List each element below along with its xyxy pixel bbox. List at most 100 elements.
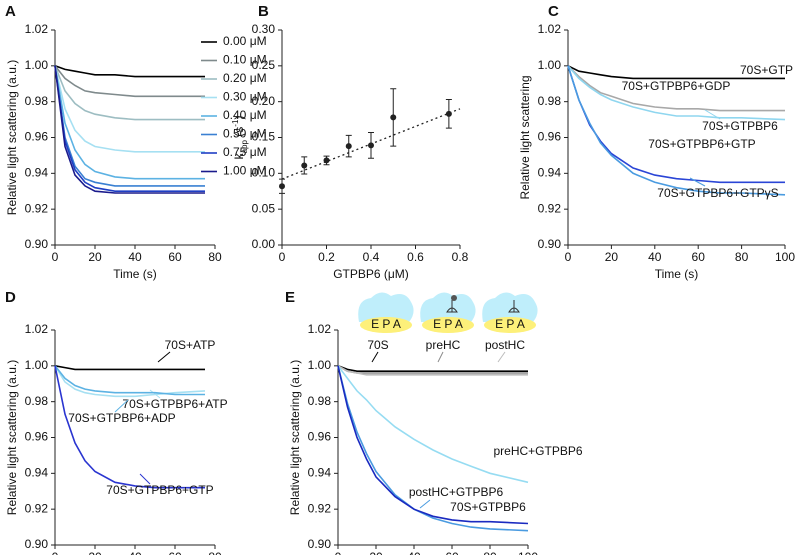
y-tick-label: 0.90 bbox=[308, 537, 332, 551]
site-labels: E P A bbox=[371, 317, 401, 331]
y-tick-label: 0.92 bbox=[25, 501, 49, 515]
y-tick-label: 0.92 bbox=[25, 201, 49, 215]
x-tick-label: 20 bbox=[605, 250, 619, 264]
curve bbox=[54, 365, 206, 398]
y-tick-label: 1.02 bbox=[308, 322, 332, 336]
y-tick-label: 0.98 bbox=[25, 94, 49, 108]
series-label: 70S+GTPBP6+ATP bbox=[122, 397, 227, 411]
y-tick-label: 1.00 bbox=[538, 58, 562, 72]
legend-label: 0.50 μM bbox=[223, 127, 267, 141]
y-axis-label-part: ) bbox=[232, 116, 246, 120]
series-label: preHC+GTPBP6 bbox=[493, 444, 582, 458]
y-tick-label: 0.94 bbox=[538, 166, 562, 180]
panel-label: C bbox=[548, 3, 559, 20]
series-label: 70S+GTPBP6+GTP bbox=[106, 483, 213, 497]
x-tick-label: 0 bbox=[52, 250, 59, 264]
leader-line bbox=[437, 351, 444, 363]
legend-label: 0.00 μM bbox=[223, 34, 267, 48]
series-label: 70S bbox=[367, 338, 388, 352]
x-tick-label: 0.8 bbox=[452, 250, 469, 264]
y-axis-label-part: app bbox=[240, 140, 249, 154]
curve bbox=[337, 365, 528, 376]
y-axis-label: kapp (s-1) bbox=[231, 116, 249, 160]
y-tick-label: 0.94 bbox=[25, 166, 49, 180]
x-tick-label: 0 bbox=[335, 550, 342, 555]
curve bbox=[567, 65, 786, 196]
legend-label: 0.10 μM bbox=[223, 53, 267, 67]
y-axis-label-part: -1 bbox=[231, 119, 240, 127]
x-tick-label: 0.4 bbox=[363, 250, 380, 264]
y-tick-label: 0.05 bbox=[252, 201, 276, 215]
y-tick-label: 0.98 bbox=[538, 94, 562, 108]
point bbox=[390, 114, 397, 121]
x-axis-label: GTPBP6 (μM) bbox=[333, 267, 409, 281]
y-tick-label: 0.96 bbox=[538, 130, 562, 144]
ribosome-icon bbox=[358, 292, 414, 322]
leader-line bbox=[689, 177, 706, 187]
x-axis-label: Time (s) bbox=[113, 267, 157, 281]
x-tick-label: 60 bbox=[168, 550, 182, 555]
curve bbox=[54, 65, 205, 192]
leader-line bbox=[139, 473, 151, 485]
y-tick-label: 0.94 bbox=[25, 466, 49, 480]
curve bbox=[54, 65, 205, 153]
series-label: 70S+GTPBP6+ADP bbox=[68, 411, 175, 425]
mrna-icon bbox=[484, 317, 536, 333]
x-tick-label: 80 bbox=[483, 550, 497, 555]
x-tick-label: 60 bbox=[692, 250, 706, 264]
x-tick-label: 80 bbox=[735, 250, 749, 264]
curve bbox=[54, 365, 205, 489]
curve bbox=[567, 65, 786, 121]
y-axis-label: Relative light scattering (a.u.) bbox=[5, 360, 19, 515]
site-labels: E P A bbox=[495, 317, 525, 331]
x-tick-label: 0.2 bbox=[318, 250, 335, 264]
y-tick-label: 0.98 bbox=[25, 394, 49, 408]
curve bbox=[54, 365, 205, 371]
leader-line bbox=[419, 499, 431, 509]
x-tick-label: 80 bbox=[208, 250, 222, 264]
legend-label: 0.40 μM bbox=[223, 108, 267, 122]
y-tick-label: 0.94 bbox=[308, 466, 332, 480]
panel-label: B bbox=[258, 3, 269, 20]
leader-line bbox=[497, 351, 506, 363]
series-label: 70S+GTPBP6 bbox=[450, 500, 526, 514]
y-tick-label: 0.25 bbox=[252, 58, 276, 72]
series-label: 70S+GTPBP6+GTP bbox=[648, 137, 755, 151]
y-axis-label-part: (s bbox=[232, 127, 246, 140]
series-label: postHC+GTPBP6 bbox=[409, 485, 504, 499]
y-tick-label: 0.90 bbox=[538, 237, 562, 251]
y-tick-label: 0.92 bbox=[538, 201, 562, 215]
x-tick-label: 20 bbox=[88, 550, 102, 555]
curve bbox=[337, 365, 529, 525]
x-tick-label: 20 bbox=[369, 550, 383, 555]
y-tick-label: 0.96 bbox=[25, 130, 49, 144]
x-tick-label: 60 bbox=[168, 250, 182, 264]
leader-line bbox=[114, 399, 129, 413]
series-label: preHC bbox=[426, 338, 461, 352]
y-axis-label: Relative light scattering (a.u.) bbox=[5, 60, 19, 215]
curve bbox=[54, 65, 205, 98]
point bbox=[368, 142, 374, 149]
x-tick-label: 0 bbox=[279, 250, 286, 264]
leader-line bbox=[704, 109, 721, 120]
series-label: 70S+GTPBP6+GTPγS bbox=[657, 186, 778, 200]
legend-label: 0.20 μM bbox=[223, 71, 267, 85]
ribosome-icon bbox=[482, 292, 538, 322]
series-label: 70S+ATP bbox=[165, 338, 216, 352]
y-tick-label: 1.02 bbox=[25, 322, 49, 336]
curve bbox=[54, 65, 205, 121]
curve bbox=[54, 65, 205, 78]
mrna-icon bbox=[360, 317, 412, 333]
series-label: 70S+GTPBP6+GDP bbox=[622, 79, 731, 93]
y-tick-label: 1.00 bbox=[25, 358, 49, 372]
y-tick-label: 1.00 bbox=[308, 358, 332, 372]
curve bbox=[337, 365, 528, 372]
point bbox=[301, 162, 308, 169]
x-tick-label: 100 bbox=[518, 550, 538, 555]
legend-label: 0.75 μM bbox=[223, 145, 267, 159]
x-tick-label: 40 bbox=[128, 250, 142, 264]
y-tick-label: 0.10 bbox=[252, 166, 276, 180]
leader-line bbox=[371, 351, 379, 363]
y-tick-label: 1.02 bbox=[538, 22, 562, 36]
x-tick-label: 40 bbox=[407, 550, 421, 555]
